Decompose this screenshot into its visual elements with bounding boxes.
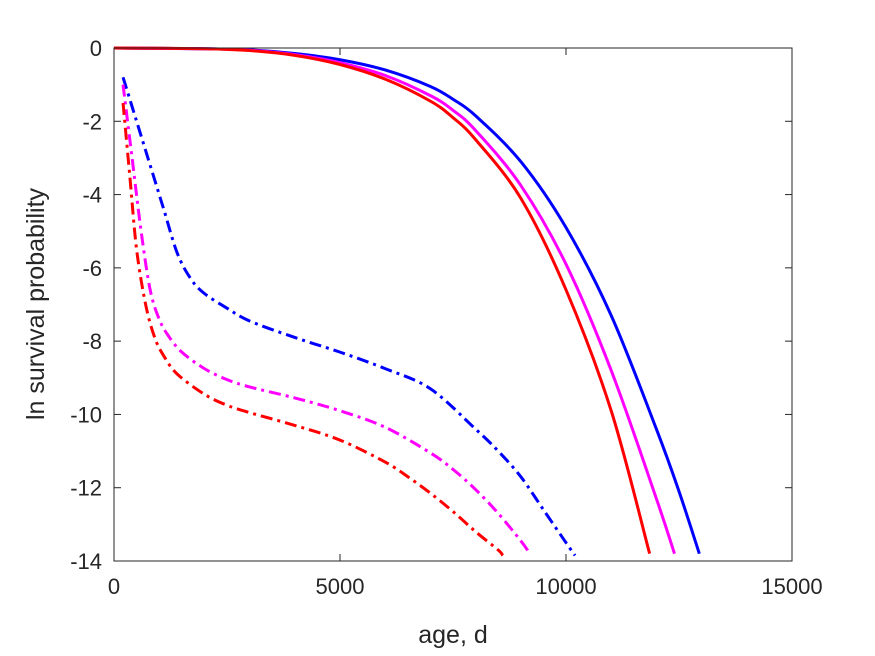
plot-area — [114, 48, 792, 561]
solid-series-line-2 — [113, 46, 652, 555]
y-tick-label: -6 — [82, 256, 102, 281]
y-tick-label: -10 — [70, 402, 102, 427]
x-tick-label: 15000 — [761, 574, 822, 599]
x-axis-label: age, d — [418, 621, 488, 649]
y-tick-label: 0 — [90, 36, 102, 61]
series-layer — [113, 46, 701, 557]
y-tick-label: -8 — [82, 329, 102, 354]
y-tick-label: -4 — [82, 183, 102, 208]
y-tick-label: -2 — [82, 109, 102, 134]
dashdot-series-line-3 — [121, 76, 577, 557]
y-tick-label: -12 — [70, 476, 102, 501]
y-tick-label: -14 — [70, 549, 102, 574]
x-tick-label: 10000 — [535, 574, 596, 599]
tick-layer: 0 5000 10000 15000 0 -2 -4 -6 -8 -10 -12 -14 — [70, 36, 822, 599]
x-tick-label: 0 — [108, 574, 120, 599]
plot-frame — [113, 47, 793, 562]
dashdot-series-line-5 — [121, 102, 504, 557]
y-axis-label: ln survival probability — [22, 187, 50, 420]
x-tick-label: 5000 — [316, 574, 365, 599]
dashdot-series-line-4 — [121, 84, 532, 555]
